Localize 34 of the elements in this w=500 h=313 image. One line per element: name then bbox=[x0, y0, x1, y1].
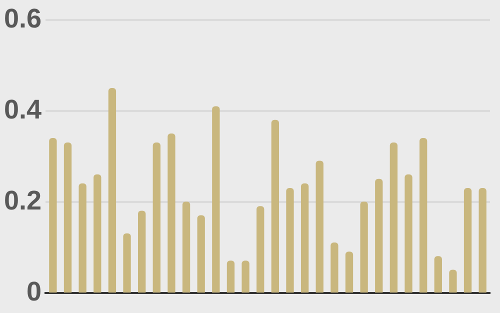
bar bbox=[78, 183, 86, 293]
bar bbox=[434, 256, 442, 293]
y-tick-label: 0.4 bbox=[4, 94, 42, 125]
y-tick-label: 0 bbox=[26, 276, 42, 306]
bar bbox=[404, 174, 412, 293]
bar bbox=[49, 138, 57, 293]
bar bbox=[197, 215, 205, 293]
bar bbox=[242, 260, 250, 293]
bar bbox=[286, 188, 294, 293]
bar bbox=[300, 183, 309, 293]
bar bbox=[138, 210, 146, 293]
bar bbox=[375, 178, 383, 293]
bar bbox=[330, 242, 338, 293]
bar bbox=[478, 188, 486, 293]
bar bbox=[316, 160, 324, 293]
y-tick-label: 0.6 bbox=[4, 4, 42, 34]
bar bbox=[182, 202, 190, 293]
y-tick-label: 0.2 bbox=[4, 185, 42, 216]
bar bbox=[390, 142, 398, 293]
bar bbox=[94, 174, 102, 293]
bar bbox=[420, 138, 428, 293]
bar bbox=[360, 202, 368, 293]
bar bbox=[256, 206, 264, 293]
bar bbox=[449, 270, 457, 293]
bar bbox=[152, 142, 160, 293]
bar bbox=[108, 88, 116, 293]
bar bbox=[168, 133, 176, 293]
bar bbox=[226, 260, 235, 293]
bar bbox=[123, 233, 131, 293]
bar bbox=[64, 142, 72, 293]
bar bbox=[345, 252, 354, 293]
bar bbox=[464, 188, 472, 293]
bar bbox=[212, 106, 220, 293]
bar bbox=[271, 120, 280, 293]
